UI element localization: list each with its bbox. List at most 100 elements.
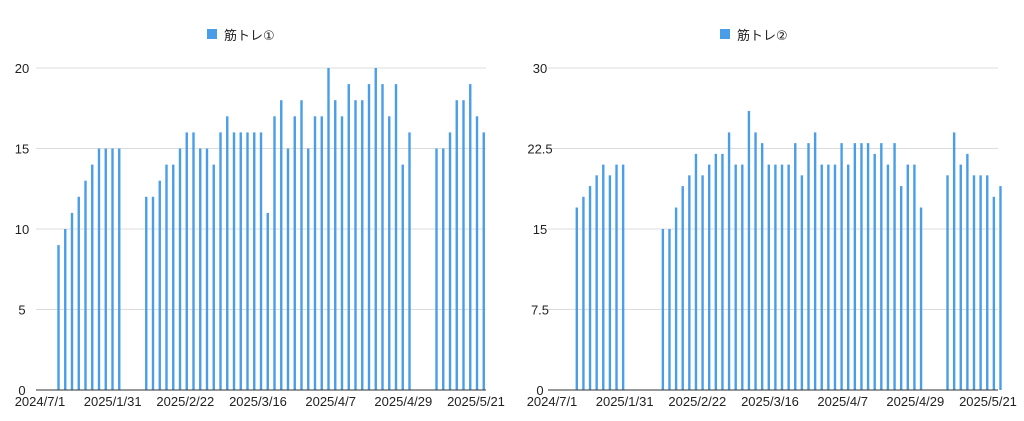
bar: [621, 164, 625, 390]
bar: [361, 100, 364, 390]
x-tick-label: 2025/4/7: [817, 394, 868, 409]
bar: [374, 68, 377, 390]
bar: [608, 175, 612, 390]
bar: [906, 164, 909, 390]
bar: [293, 116, 296, 391]
y-tick-label: 30: [533, 61, 547, 76]
bar: [992, 196, 996, 390]
bar-chart-2: 0 7.5 15 22.5 30 2024/7/1 2025/1/31 2025/2/22 20…: [527, 61, 1017, 409]
bar: [84, 180, 87, 390]
bar: [681, 186, 684, 390]
bar: [448, 132, 452, 390]
y-tick-label: 0: [536, 383, 543, 398]
x-tick-label: 2025/2/22: [156, 394, 214, 409]
bar: [77, 196, 80, 390]
bar: [232, 132, 236, 390]
bar: [727, 132, 731, 390]
bar: [999, 186, 1002, 390]
y-tick-label: 5: [18, 303, 25, 318]
bar: [674, 207, 678, 390]
bar: [97, 148, 101, 390]
bar: [178, 148, 182, 390]
bar: [734, 164, 737, 390]
x-tick-label: 2025/2/22: [668, 394, 726, 409]
bar: [327, 68, 330, 390]
bar: [91, 164, 94, 390]
bar: [212, 164, 215, 390]
bar: [104, 148, 107, 390]
bar: [694, 153, 698, 390]
bar: [320, 116, 323, 391]
bar: [455, 100, 458, 390]
legend-label: 筋トレ②: [737, 27, 788, 43]
bar: [588, 186, 592, 390]
chart-panel-1: 筋トレ① 0 5 10 15 20 2024/7/1 2025/1/31 2025/2/22 2…: [15, 25, 505, 410]
bar: [880, 143, 883, 390]
bar: [219, 132, 222, 390]
x-tick-label: 2025/1/31: [84, 394, 142, 409]
bar: [57, 245, 60, 390]
y-tick-label: 15: [533, 222, 547, 237]
bar: [820, 164, 823, 390]
bar: [300, 100, 303, 390]
bar: [239, 132, 242, 390]
bar-chart-1: 0 5 10 15 20 2024/7/1 2025/1/31 2025/2/22 2025/3…: [15, 61, 505, 409]
bar: [952, 132, 956, 390]
x-tick-label: 2025/4/29: [886, 394, 944, 409]
bar: [388, 116, 391, 391]
bar: [435, 148, 438, 390]
bar: [972, 175, 976, 390]
x-tick-label: 2024/7/1: [527, 394, 578, 409]
bar: [266, 212, 269, 390]
bar: [408, 132, 411, 390]
bar: [442, 148, 445, 390]
bar: [482, 132, 485, 390]
bar: [741, 164, 744, 390]
legend-swatch: [720, 29, 730, 39]
x-tick-label: 2025/4/29: [374, 394, 432, 409]
bar: [979, 175, 982, 390]
x-tick-label: 2025/5/21: [447, 394, 505, 409]
bar: [111, 148, 114, 390]
chart-legend: 筋トレ②: [720, 25, 788, 43]
bar: [354, 100, 357, 390]
bar: [401, 164, 404, 390]
bar: [381, 84, 384, 390]
bar: [246, 132, 249, 390]
bar: [64, 229, 67, 390]
bar: [986, 175, 989, 390]
bar: [165, 164, 168, 390]
bar: [747, 110, 751, 391]
bar: [70, 212, 74, 390]
bar: [145, 196, 148, 390]
bar: [899, 186, 903, 390]
bar: [760, 143, 764, 390]
legend-label: 筋トレ①: [224, 27, 275, 43]
bar: [794, 143, 797, 390]
bar: [827, 164, 830, 390]
bar: [158, 180, 161, 390]
bar: [840, 143, 843, 390]
chart-legend: 筋トレ①: [207, 25, 275, 43]
bar: [813, 132, 817, 390]
bar: [602, 164, 605, 390]
x-tick-label: 2025/5/21: [959, 394, 1017, 409]
bar: [367, 84, 371, 390]
bar: [475, 116, 479, 391]
x-tick-label: 2025/1/31: [596, 394, 654, 409]
bar: [787, 164, 790, 390]
bar: [780, 164, 784, 390]
bar: [286, 148, 290, 390]
bar: [595, 175, 598, 390]
bar: [185, 132, 188, 390]
bar: [886, 164, 890, 390]
bar: [307, 148, 310, 390]
x-tick-label: 2025/3/16: [741, 394, 799, 409]
bar: [313, 116, 317, 391]
y-tick-label: 7.5: [531, 303, 549, 318]
bar: [253, 132, 256, 390]
bar: [893, 143, 896, 390]
bar: [833, 164, 837, 390]
y-tick-label: 20: [15, 61, 29, 76]
bar: [192, 132, 195, 390]
